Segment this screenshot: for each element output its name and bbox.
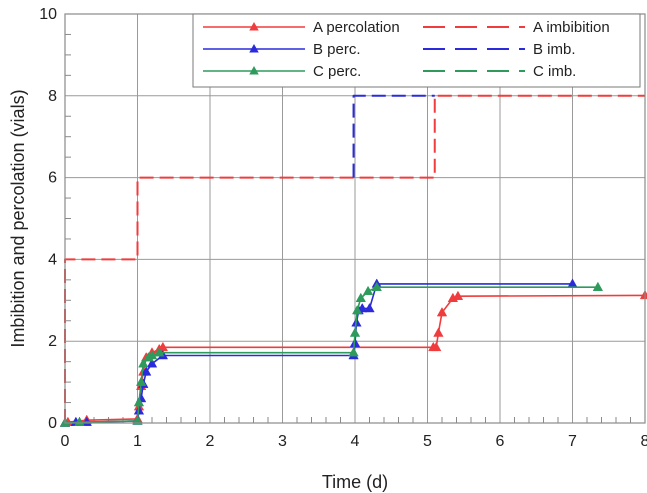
data-point [355,292,366,303]
legend-marker [249,44,259,53]
x-tick-label: 3 [278,433,287,450]
x-tick-label: 6 [496,433,505,450]
data-point [146,350,158,360]
data-point [436,307,448,317]
legend-label: C imb. [533,63,576,80]
data-point [431,341,442,352]
legend-label: A percolation [313,19,400,36]
y-tick-label: 0 [48,415,57,432]
y-tick-label: 8 [48,88,57,105]
series-4 [352,94,435,178]
data-point [349,327,361,337]
x-tick-label: 5 [423,433,432,450]
data-point [154,347,165,357]
x-tick-label: 7 [568,433,577,450]
data-point [364,302,375,313]
data-point [452,290,464,300]
x-tick-label: 8 [641,433,647,450]
legend-item: C perc. [203,63,361,80]
y-tick-label: 4 [48,251,57,268]
legend-item: C imb. [423,63,576,80]
x-tick-label: 0 [61,433,70,450]
data-point [133,397,145,407]
y-axis-title: Imbibition and percolation (vials) [8,89,28,347]
data-point [592,281,604,291]
legend-item: B perc. [203,41,361,58]
x-tick-label: 1 [133,433,142,450]
legend-item: B imb. [423,41,576,58]
data-point [348,347,359,357]
data-point [433,327,444,337]
minor-ticks [65,33,631,423]
y-tick-label: 10 [39,6,57,23]
data-point [371,281,382,291]
x-axis-title: Time (d) [322,472,388,492]
x-tick-label: 2 [206,433,215,450]
legend: A percolation A imbibition B perc. B imb. C … [192,13,641,88]
data-point [141,366,152,376]
y-tick-labels: 0 2 4 6 8 10 [39,6,57,432]
data-point [138,358,149,368]
legend-label: C perc. [313,63,361,80]
data-point [351,305,363,315]
x-tick-labels: 0 1 2 3 4 5 6 7 8 [61,433,647,450]
legend-label: B perc. [313,41,361,58]
legend-marker [249,66,259,75]
y-tick-label: 2 [48,333,57,350]
data-point [362,285,374,296]
data-point [135,376,147,386]
data-point [132,415,143,425]
series-line [352,94,435,178]
legend-label: A imbibition [533,19,610,36]
data-point [146,358,158,368]
legend-item: A imbibition [423,19,610,36]
legend-box [192,13,641,88]
legend-label: B imb. [533,41,576,58]
legend-marker [249,22,259,31]
y-tick-label: 6 [48,170,57,187]
legend-item: A percolation [203,19,400,36]
x-tick-label: 4 [351,433,360,450]
